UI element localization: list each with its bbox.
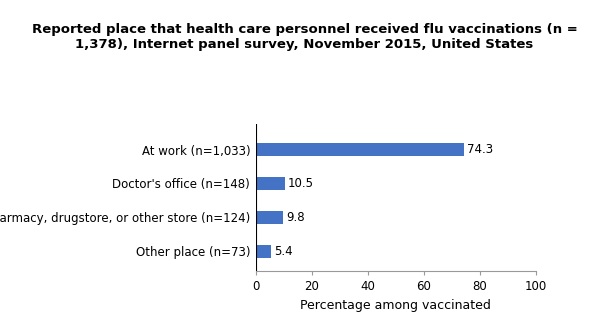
Text: 10.5: 10.5 xyxy=(288,177,314,190)
X-axis label: Percentage among vaccinated: Percentage among vaccinated xyxy=(300,299,491,312)
Text: 5.4: 5.4 xyxy=(273,245,292,258)
Bar xyxy=(256,177,285,190)
Bar xyxy=(256,143,464,156)
Text: 9.8: 9.8 xyxy=(286,211,304,224)
Bar xyxy=(256,245,271,258)
Bar xyxy=(256,211,283,224)
Text: 74.3: 74.3 xyxy=(466,143,493,156)
Text: Reported place that health care personnel received flu vaccinations (n =
1,378),: Reported place that health care personne… xyxy=(32,23,577,51)
